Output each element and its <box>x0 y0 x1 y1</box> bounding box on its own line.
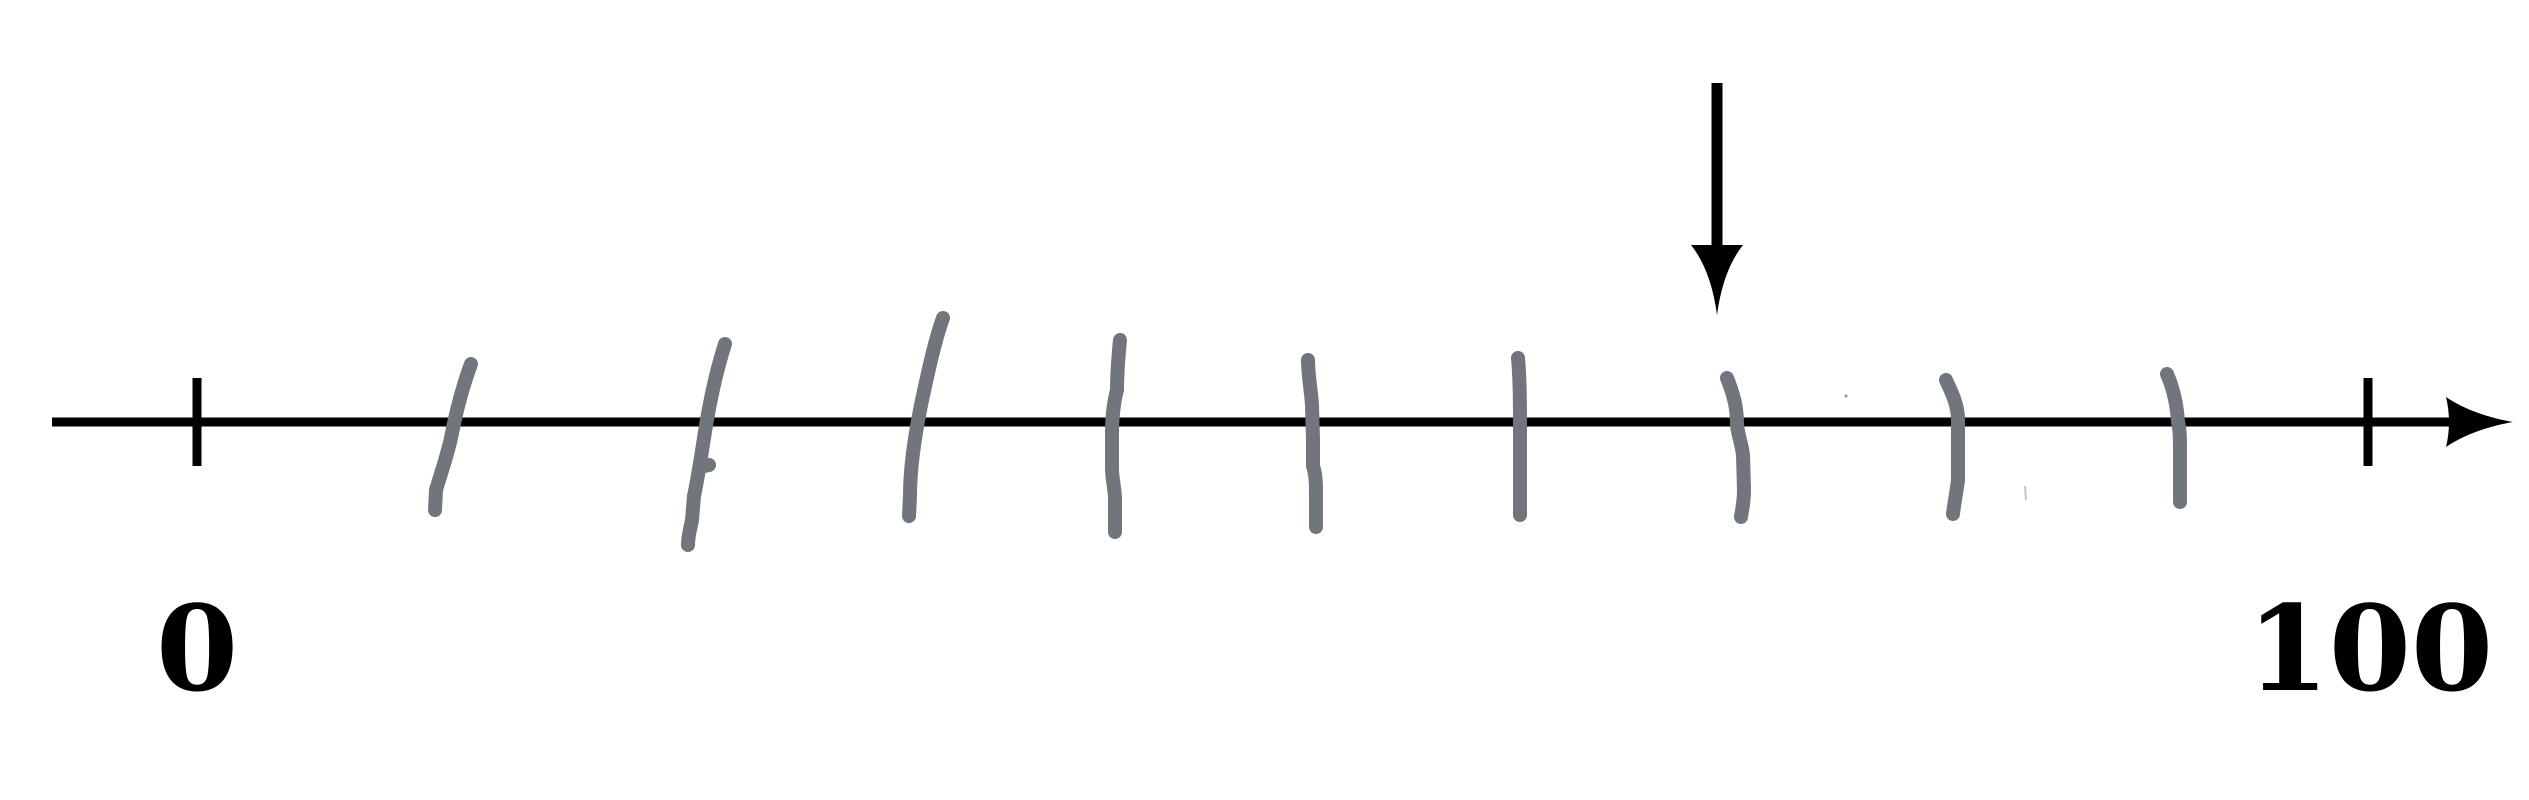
start-label: 0 <box>156 579 238 718</box>
pointer-arrow-head-icon <box>1691 245 1743 315</box>
axis-arrowhead-icon <box>2446 397 2513 447</box>
hand-mark-8 <box>1939 373 1965 521</box>
speck-2 <box>2024 485 2027 501</box>
hand-drawn-marks <box>428 311 2187 552</box>
hand-mark-2-dot <box>697 458 716 473</box>
hand-mark-3 <box>902 311 950 523</box>
hand-mark-5 <box>1301 353 1323 534</box>
speck-1 <box>1844 394 1848 398</box>
end-label: 100 <box>2247 579 2493 718</box>
hand-mark-7 <box>1720 371 1751 524</box>
hand-mark-2 <box>681 337 732 552</box>
hand-mark-6 <box>1511 351 1527 522</box>
hand-mark-9 <box>2160 367 2187 509</box>
hand-mark-1 <box>428 357 478 517</box>
hand-mark-4 <box>1105 333 1127 539</box>
